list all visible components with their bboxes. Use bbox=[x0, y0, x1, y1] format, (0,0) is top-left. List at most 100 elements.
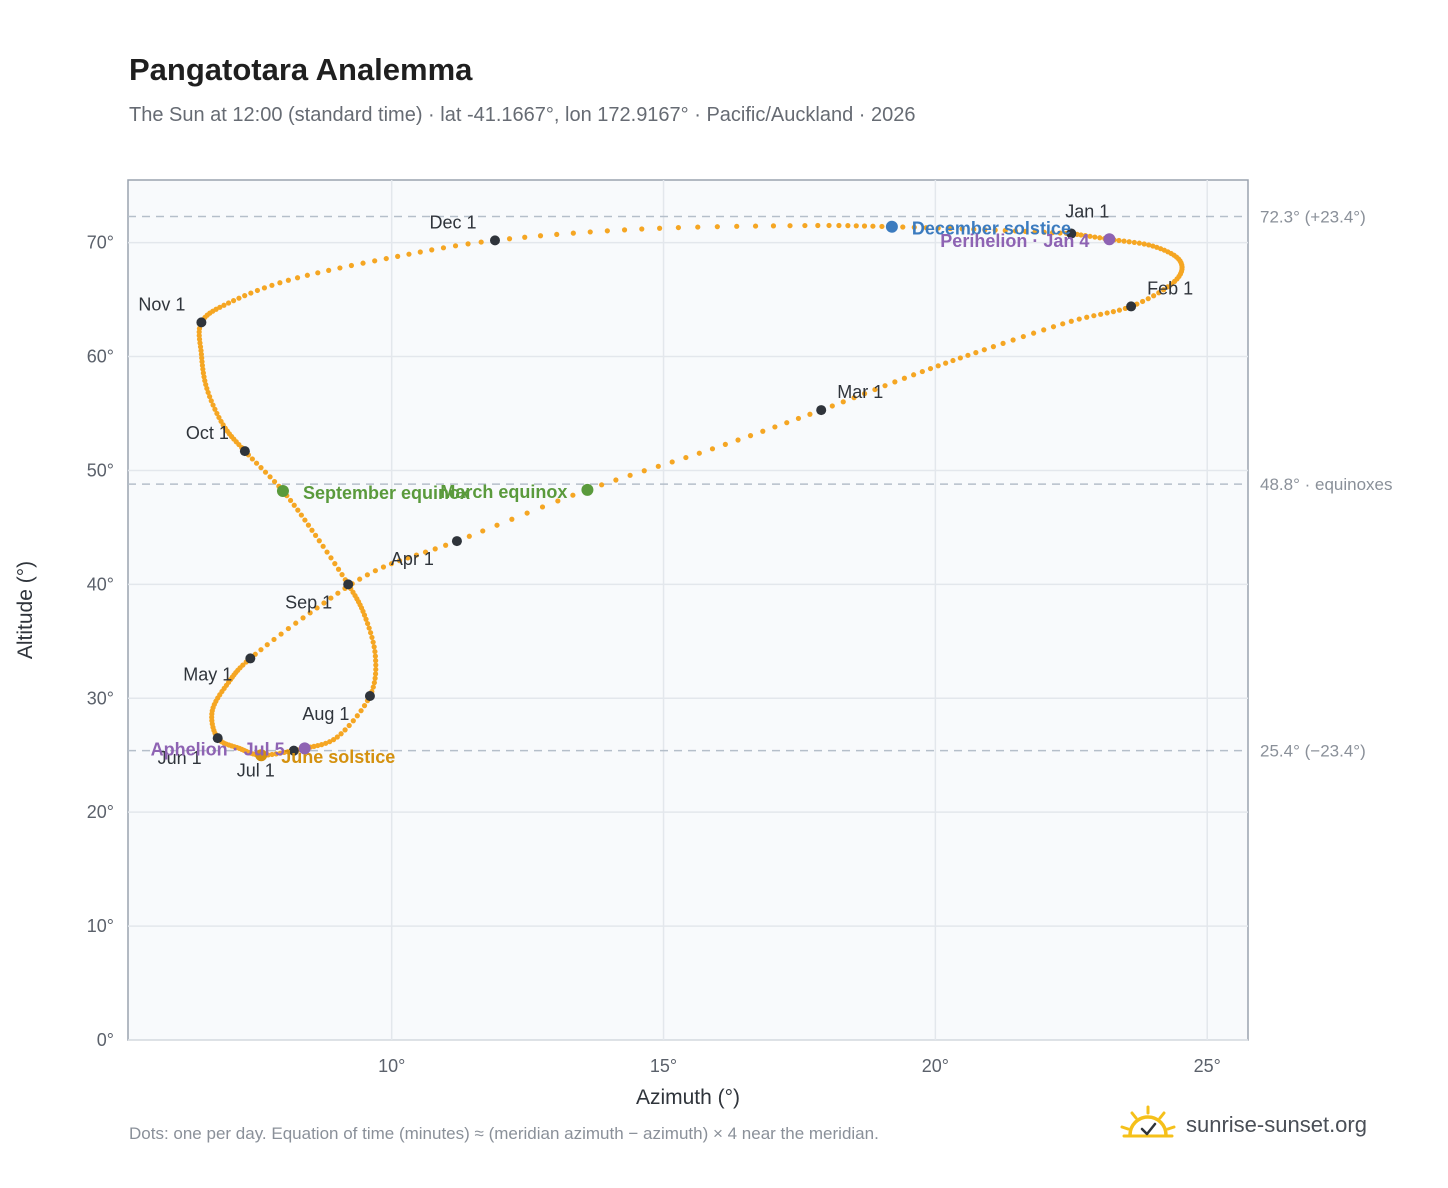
daily-dot bbox=[328, 555, 334, 561]
daily-dot bbox=[422, 549, 429, 555]
month-marker-dot bbox=[245, 653, 256, 664]
daily-dot bbox=[371, 680, 377, 686]
daily-dot bbox=[271, 478, 278, 485]
daily-dot bbox=[354, 713, 360, 719]
month-marker-label: Sep 1 bbox=[285, 592, 332, 612]
daily-dot bbox=[1078, 232, 1084, 238]
month-marker-dot bbox=[212, 733, 223, 744]
y-tick-label: 70° bbox=[87, 233, 114, 253]
event-marker-dot bbox=[255, 749, 268, 762]
daily-dot bbox=[230, 298, 237, 304]
daily-dot bbox=[302, 517, 308, 523]
daily-dot bbox=[1139, 298, 1146, 305]
daily-dot bbox=[1031, 330, 1037, 336]
event-marker-label: December solstice bbox=[912, 219, 1071, 239]
daily-dot bbox=[853, 223, 859, 229]
daily-dot bbox=[373, 662, 379, 668]
reference-line-label: 48.8° · equinoxes bbox=[1260, 475, 1393, 494]
daily-dot bbox=[330, 737, 337, 743]
event-marker-label: September equinox bbox=[303, 483, 470, 503]
daily-dot bbox=[328, 595, 334, 601]
daily-dot bbox=[357, 576, 363, 582]
daily-dot bbox=[1121, 238, 1127, 244]
daily-dot bbox=[300, 615, 306, 621]
daily-dot bbox=[1116, 307, 1123, 313]
daily-dot bbox=[1050, 324, 1057, 330]
daily-dot bbox=[370, 684, 376, 690]
reference-line-label: 25.4° (−23.4°) bbox=[1260, 742, 1366, 761]
daily-dot bbox=[466, 533, 472, 539]
daily-dot bbox=[836, 222, 842, 229]
month-marker-label: May 1 bbox=[183, 664, 232, 684]
daily-dot bbox=[364, 572, 370, 578]
daily-dot bbox=[1156, 290, 1162, 296]
daily-dot bbox=[348, 262, 355, 269]
event-marker-dot bbox=[885, 220, 898, 233]
daily-dot bbox=[285, 277, 291, 283]
daily-dot bbox=[1098, 311, 1104, 317]
daily-dot bbox=[539, 504, 546, 510]
month-marker-label: Feb 1 bbox=[1147, 278, 1193, 298]
daily-dot bbox=[432, 546, 438, 552]
x-tick-label: 15° bbox=[650, 1056, 677, 1076]
daily-dot bbox=[861, 391, 868, 397]
daily-dot bbox=[683, 454, 689, 461]
daily-dot bbox=[406, 251, 412, 257]
daily-dot bbox=[1131, 239, 1137, 246]
chart-footnote: Dots: one per day. Equation of time (min… bbox=[129, 1124, 879, 1143]
y-tick-label: 40° bbox=[87, 574, 114, 594]
daily-dot bbox=[199, 359, 205, 365]
daily-dot bbox=[722, 441, 728, 447]
daily-dot bbox=[417, 249, 423, 255]
daily-dot bbox=[323, 740, 329, 746]
daily-dot bbox=[254, 287, 261, 294]
daily-dot bbox=[1141, 241, 1147, 247]
month-marker-dot bbox=[1066, 228, 1077, 239]
daily-dot bbox=[205, 389, 211, 396]
event-marker-dot bbox=[581, 483, 594, 496]
daily-dot bbox=[641, 468, 647, 474]
daily-dot bbox=[335, 590, 341, 596]
daily-dot bbox=[795, 415, 802, 422]
brand-logo[interactable]: sunrise-sunset.org bbox=[1120, 1100, 1367, 1150]
daily-dot bbox=[373, 658, 379, 664]
daily-dot bbox=[358, 708, 364, 714]
daily-dot bbox=[965, 352, 971, 358]
daily-dot bbox=[326, 267, 332, 273]
daily-dot bbox=[1091, 313, 1097, 319]
daily-dot bbox=[327, 739, 333, 745]
daily-dot bbox=[957, 355, 963, 361]
daily-dot bbox=[973, 350, 979, 356]
daily-dot bbox=[935, 225, 941, 231]
daily-dot bbox=[1136, 240, 1142, 246]
daily-dot bbox=[372, 648, 378, 655]
sun-logo-icon bbox=[1120, 1105, 1176, 1138]
daily-dot bbox=[1097, 235, 1103, 241]
month-marker-dot bbox=[196, 317, 207, 328]
reference-lines: 72.3° (+23.4°) 48.8° · equinoxes 25.4° (−2… bbox=[128, 207, 1393, 761]
daily-dot bbox=[197, 344, 204, 350]
daily-dot bbox=[829, 403, 835, 409]
daily-dot bbox=[315, 742, 321, 749]
daily-dot bbox=[947, 225, 953, 232]
daily-dot bbox=[212, 406, 218, 412]
daily-dot bbox=[587, 229, 593, 235]
daily-dot bbox=[734, 223, 740, 229]
y-tick-label: 0° bbox=[97, 1030, 114, 1050]
y-tick-label: 50° bbox=[87, 460, 114, 480]
daily-dot bbox=[363, 616, 369, 622]
event-marker-label: March equinox bbox=[440, 482, 567, 502]
daily-dot bbox=[879, 223, 885, 230]
axis-ticks: 10° 15° 20° 25° 0° 10° 20° 30° 40° 50° 60° 70° bbox=[87, 233, 1221, 1076]
daily-dot bbox=[271, 636, 277, 643]
daily-dot bbox=[350, 718, 356, 724]
daily-dot bbox=[480, 528, 486, 534]
daily-dot bbox=[1151, 293, 1157, 299]
daily-dot bbox=[772, 424, 778, 430]
grid-lines bbox=[128, 180, 1248, 1041]
daily-dot bbox=[1165, 284, 1171, 290]
month-marker-dot bbox=[489, 235, 500, 246]
daily-dot bbox=[368, 630, 374, 636]
daily-dot bbox=[295, 507, 301, 513]
